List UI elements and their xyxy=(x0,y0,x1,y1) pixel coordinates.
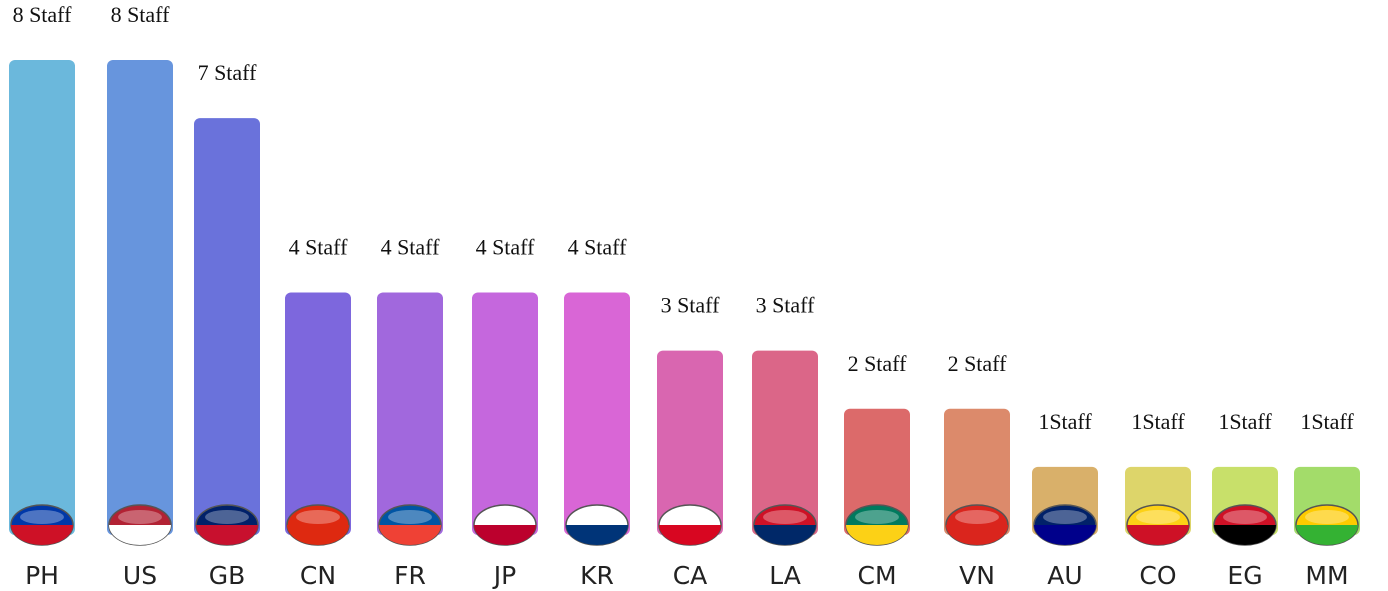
value-label: 4 Staff xyxy=(568,235,628,260)
bar xyxy=(285,292,351,535)
value-label: 7 Staff xyxy=(198,60,258,85)
value-label: 1Staff xyxy=(1131,409,1185,434)
bar xyxy=(107,60,173,535)
bar xyxy=(752,350,818,535)
flag-icon xyxy=(1127,525,1189,545)
x-tick-label: GB xyxy=(209,561,246,590)
value-label: 3 Staff xyxy=(661,293,721,318)
flag-icon xyxy=(846,525,908,545)
value-label: 3 Staff xyxy=(756,293,816,318)
flag-icon xyxy=(11,525,73,545)
bar xyxy=(9,60,75,535)
flag-shine xyxy=(1305,510,1349,524)
x-tick-label: JP xyxy=(492,561,516,590)
flag-shine xyxy=(1136,510,1180,524)
bar xyxy=(564,292,630,535)
flag-icon xyxy=(566,525,628,545)
x-tick-label: EG xyxy=(1227,561,1262,590)
x-tick-label: LA xyxy=(769,561,801,590)
value-label: 4 Staff xyxy=(381,235,441,260)
x-tick-label: CN xyxy=(300,561,336,590)
flag-shine xyxy=(668,510,712,524)
x-tick-label: KR xyxy=(580,561,614,590)
value-label: 4 Staff xyxy=(289,235,349,260)
bar xyxy=(844,408,910,535)
flag-shine xyxy=(855,510,899,524)
flag-shine xyxy=(483,510,527,524)
flag-icon xyxy=(287,525,349,545)
x-tick-label: US xyxy=(123,561,157,590)
flag-icon xyxy=(109,525,171,545)
value-label: 4 Staff xyxy=(476,235,536,260)
flag-icon xyxy=(474,525,536,545)
x-tick-label: FR xyxy=(394,561,426,590)
bar xyxy=(194,118,260,535)
x-tick-label: CM xyxy=(857,561,896,590)
bar xyxy=(657,350,723,535)
flag-shine xyxy=(296,510,340,524)
flag-shine xyxy=(1223,510,1267,524)
x-tick-label: PH xyxy=(25,561,59,590)
flag-shine xyxy=(763,510,807,524)
bar xyxy=(472,292,538,535)
flag-shine xyxy=(575,510,619,524)
flag-icon xyxy=(379,525,441,545)
value-label: 8 Staff xyxy=(111,2,171,27)
bar xyxy=(944,408,1010,535)
flag-shine xyxy=(388,510,432,524)
x-tick-label: VN xyxy=(959,561,995,590)
flag-icon xyxy=(754,525,816,545)
value-label: 1Staff xyxy=(1038,409,1092,434)
bar xyxy=(377,292,443,535)
value-label: 1Staff xyxy=(1300,409,1354,434)
flag-icon xyxy=(196,525,258,545)
flag-shine xyxy=(1043,510,1087,524)
value-label: 8 Staff xyxy=(13,2,73,27)
x-tick-label: MM xyxy=(1305,561,1348,590)
x-tick-label: CA xyxy=(673,561,708,590)
flag-icon xyxy=(659,525,721,545)
flag-icon xyxy=(1034,525,1096,545)
flag-shine xyxy=(955,510,999,524)
value-label: 2 Staff xyxy=(948,351,1008,376)
flag-icon xyxy=(1214,525,1276,545)
flag-icon xyxy=(946,525,1008,545)
value-label: 2 Staff xyxy=(848,351,908,376)
flag-icon xyxy=(1296,525,1358,545)
value-label: 1Staff xyxy=(1218,409,1272,434)
x-tick-label: AU xyxy=(1047,561,1082,590)
flag-shine xyxy=(20,510,64,524)
flag-shine xyxy=(205,510,249,524)
x-tick-label: CO xyxy=(1139,561,1176,590)
flag-shine xyxy=(118,510,162,524)
